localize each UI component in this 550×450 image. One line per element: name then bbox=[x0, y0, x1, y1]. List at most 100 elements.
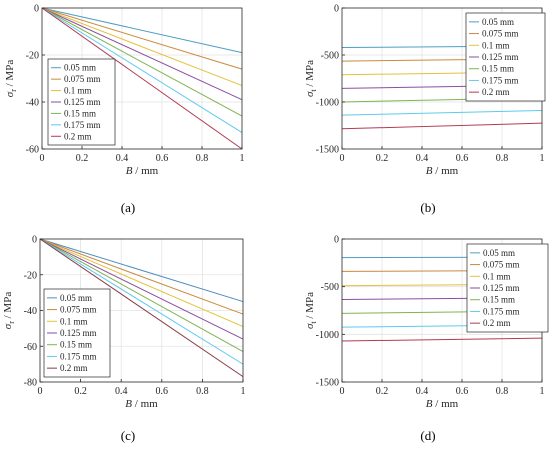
series-line-4 bbox=[39, 238, 244, 340]
y-tick-label: 0 bbox=[32, 235, 37, 246]
legend-entry: 0.075 mm bbox=[60, 305, 97, 315]
x-tick-label: 0.4 bbox=[416, 386, 429, 397]
series-line-5 bbox=[41, 7, 243, 117]
legend-entry: 0.125 mm bbox=[60, 328, 97, 338]
legend-entry: 0.125 mm bbox=[482, 52, 519, 62]
y-tick-label: -500 bbox=[321, 282, 339, 293]
series-line-6 bbox=[39, 238, 244, 365]
series-line-1 bbox=[41, 7, 243, 54]
x-tick-label: 0.6 bbox=[156, 386, 169, 397]
legend-box bbox=[465, 12, 546, 102]
panel-label: (d) bbox=[420, 428, 435, 443]
series-line-3 bbox=[39, 238, 244, 328]
panel-label: (b) bbox=[420, 200, 435, 215]
y-tick-label: -500 bbox=[321, 51, 339, 62]
x-axis-label: B / mm bbox=[126, 165, 159, 177]
x-tick-label: 0 bbox=[40, 153, 45, 164]
legend-entry: 0.05 mm bbox=[64, 63, 96, 73]
x-tick-label: 1 bbox=[540, 386, 545, 397]
panel-d: 0 0.2 0.4 0.6 0.8 1 0 -500 -1000 -1500 B / mm σt / … bbox=[304, 235, 549, 443]
y-tick-label: -60 bbox=[26, 145, 39, 156]
series-line-5 bbox=[39, 238, 244, 353]
x-axis-label: B / mm bbox=[426, 165, 459, 177]
panel-a: 0 0.2 0.4 0.6 0.8 1 0 -20 -40 -60 B / mm σr / MPa 0.… bbox=[4, 4, 245, 216]
series-line-7 bbox=[39, 238, 244, 378]
x-tick-label: 0.6 bbox=[156, 153, 169, 164]
axes-frame bbox=[41, 7, 243, 150]
x-tick-label: 0.2 bbox=[76, 153, 89, 164]
legend: 0.05 mm0.075 mm0.1 mm0.125 mm0.15 mm0.17… bbox=[466, 243, 549, 333]
legend-entry: 0.05 mm bbox=[482, 17, 514, 27]
x-tick-label: 0.8 bbox=[196, 153, 209, 164]
x-tick-label: 0 bbox=[340, 386, 345, 397]
y-axis-label: σt / MPa bbox=[304, 60, 318, 97]
x-tick-label: 0.8 bbox=[496, 386, 509, 397]
legend-entry: 0.1 mm bbox=[64, 86, 92, 96]
series-line-1 bbox=[39, 238, 244, 303]
series-line-6 bbox=[341, 109, 543, 116]
legend-box bbox=[466, 243, 549, 333]
legend: 0.05 mm0.075 mm 0.1 mm0.125 mm0.15 mm 0.17… bbox=[47, 58, 116, 146]
panel-label: (c) bbox=[121, 428, 135, 443]
x-tick-label: 1 bbox=[241, 386, 246, 397]
series-line-7 bbox=[341, 122, 543, 130]
x-tick-label: 1 bbox=[540, 153, 545, 164]
x-axis-label: B / mm bbox=[125, 398, 158, 410]
x-tick-label: 0.8 bbox=[196, 386, 209, 397]
legend-entry: 0.05 mm bbox=[483, 248, 515, 258]
x-tick-label: 1 bbox=[240, 153, 245, 164]
legend-entry: 0.05 mm bbox=[60, 293, 92, 303]
legend-entry: 0.1 mm bbox=[483, 271, 511, 281]
x-tick-label: 0.8 bbox=[496, 153, 509, 164]
x-tick-label: 0.4 bbox=[116, 153, 129, 164]
x-tick-label: 0 bbox=[340, 153, 345, 164]
legend-entry: 0.2 mm bbox=[64, 131, 92, 141]
y-tick-label: -20 bbox=[24, 270, 37, 281]
y-tick-label: -80 bbox=[24, 378, 37, 389]
legend-entry: 0.15 mm bbox=[483, 295, 515, 305]
legend: 0.05 mm 0.075 mm0.1 mm 0.125 mm 0.15 mm0.17… bbox=[43, 288, 111, 378]
x-tick-label: 0.4 bbox=[115, 386, 128, 397]
panel-label: (a) bbox=[121, 200, 135, 215]
legend-entry: 0.15 mm bbox=[482, 64, 514, 74]
legend-entry: 0.1 mm bbox=[60, 316, 88, 326]
x-tick-label: 0.4 bbox=[416, 153, 429, 164]
legend: 0.05 mm0.075 mm0.1 mm0.125 mm0.15 mm0.17… bbox=[465, 12, 546, 102]
legend-entry: 0.175 mm bbox=[482, 75, 519, 85]
legend-entry: 0.175 mm bbox=[483, 306, 520, 316]
legend-entry: 0.2 mm bbox=[483, 318, 511, 328]
x-tick-label: 0.2 bbox=[376, 153, 389, 164]
series-line-7 bbox=[341, 337, 543, 342]
y-tick-label: -40 bbox=[26, 98, 39, 109]
panel-c: 0 0.2 0.4 0.6 0.8 1 0 -20 -40 -60 -80 B / mm σr / MP… bbox=[2, 235, 246, 444]
y-tick-label: -20 bbox=[26, 51, 39, 62]
y-tick-label: -1500 bbox=[316, 145, 339, 156]
legend-entry: 0.175 mm bbox=[64, 120, 101, 130]
legend-entry: 0.125 mm bbox=[64, 97, 101, 107]
x-tick-label: 0.2 bbox=[74, 386, 87, 397]
y-axis-label: σt / MPa bbox=[304, 292, 318, 329]
y-tick-label: -1000 bbox=[316, 330, 339, 341]
x-tick-label: 0.6 bbox=[456, 386, 469, 397]
y-tick-label: -40 bbox=[24, 306, 37, 317]
series-line-7 bbox=[41, 7, 243, 150]
y-tick-label: 0 bbox=[334, 4, 339, 15]
y-axis-label: σr / MPa bbox=[2, 292, 16, 330]
y-tick-label: -1000 bbox=[316, 98, 339, 109]
y-tick-label: 0 bbox=[34, 4, 39, 15]
legend-entry: 0.175 mm bbox=[60, 351, 97, 361]
y-tick-label: -60 bbox=[24, 342, 37, 353]
x-tick-label: 0.2 bbox=[376, 386, 389, 397]
x-tick-label: 0.6 bbox=[456, 153, 469, 164]
legend-entry: 0.075 mm bbox=[64, 74, 101, 84]
series-line-4 bbox=[41, 7, 243, 101]
y-axis-label: σr / MPa bbox=[4, 60, 18, 98]
legend-entry: 0.15 mm bbox=[60, 340, 92, 350]
legend-entry: 0.075 mm bbox=[482, 29, 519, 39]
panel-b: 0 0.2 0.4 0.6 0.8 1 0 -500 -1000 -1500 B / mm σt / … bbox=[304, 4, 546, 215]
y-tick-label: -1500 bbox=[316, 378, 339, 389]
series-line-2 bbox=[39, 238, 244, 315]
x-tick-label: 0 bbox=[38, 386, 43, 397]
legend-entry: 0.15 mm bbox=[64, 108, 96, 118]
